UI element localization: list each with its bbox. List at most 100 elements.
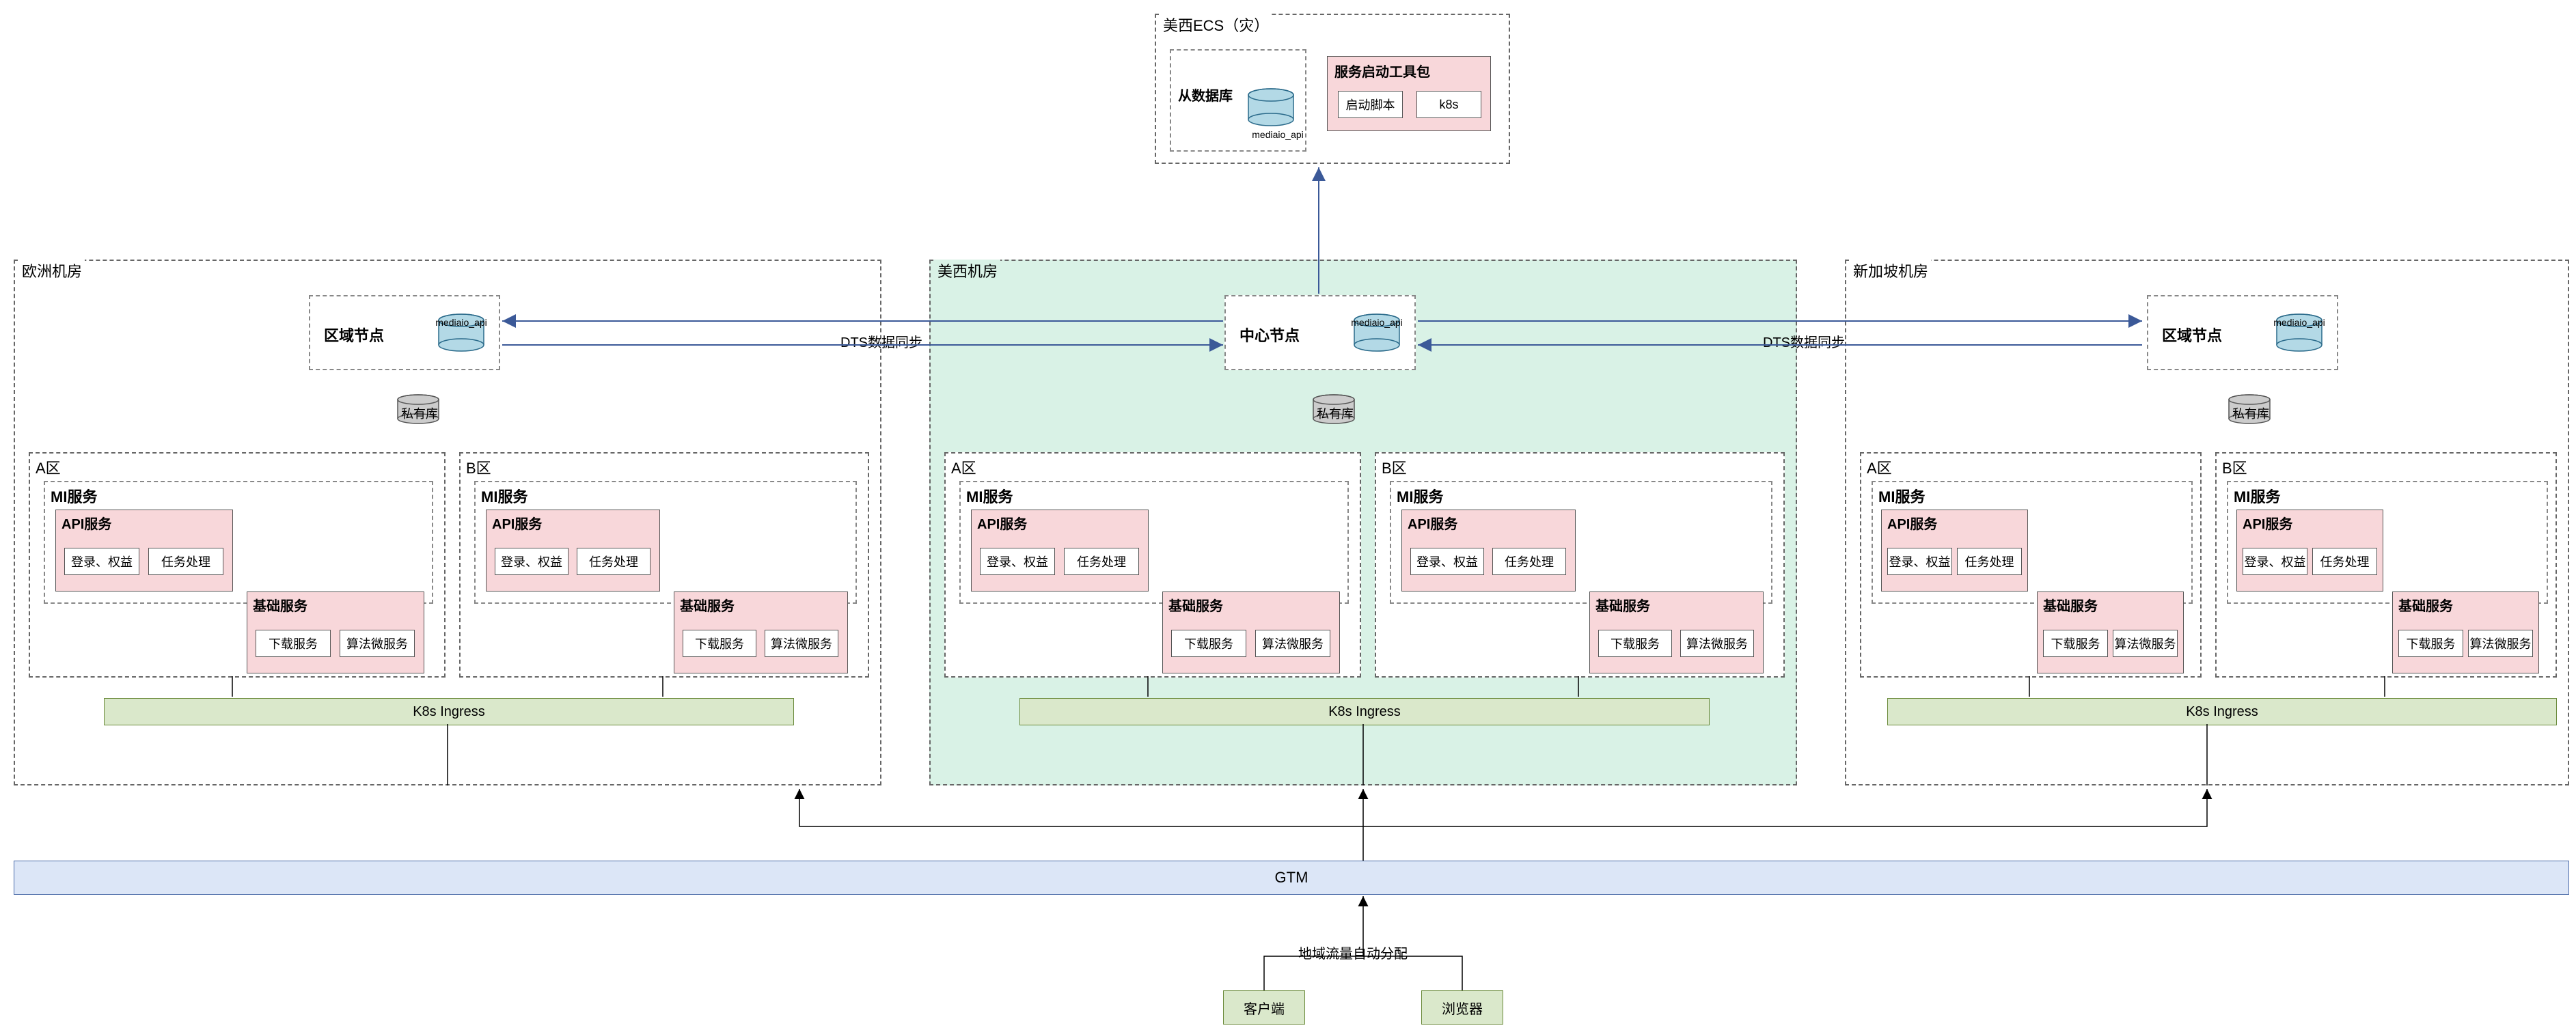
eu-a-api-title: API服务 (61, 513, 111, 533)
eu-a-api-0: 登录、权益 (64, 548, 139, 575)
client-app: 客户端 (1223, 990, 1305, 1025)
eu-node: 区域节点 mediaio_api (309, 295, 500, 370)
uswest-zone-b-label: B区 (1382, 456, 1407, 478)
dts-label-left: DTS数据同步 (840, 331, 922, 351)
eu-b-api-1: 任务处理 (577, 548, 650, 575)
slave-db-label: 从数据库 (1178, 85, 1233, 105)
sg-b-base-1: 算法微服务 (2468, 630, 2533, 657)
uswest-b-api-1: 任务处理 (1492, 548, 1566, 575)
region-eu: 欧洲机房 区域节点 mediaio_api 私有库 A区 MI服务 API服务 … (14, 260, 881, 785)
eu-a-api-1: 任务处理 (148, 548, 223, 575)
sg-zone-b: B区 MI服务 API服务 登录、权益 任务处理 基础服务 下载服务 算法微服务 (2215, 452, 2557, 678)
toolkit-item-0: 启动脚本 (1338, 91, 1403, 118)
uswest-b-base-0: 下载服务 (1598, 630, 1672, 657)
uswest-a-base-0: 下载服务 (1171, 630, 1246, 657)
sg-repo-label: 私有库 (2232, 404, 2269, 422)
uswest-a-base-1: 算法微服务 (1255, 630, 1330, 657)
uswest-b-base: 基础服务 下载服务 算法微服务 (1589, 591, 1764, 673)
eu-b-base: 基础服务 下载服务 算法微服务 (674, 591, 848, 673)
region-sg: 新加坡机房 区域节点 mediaio_api 私有库 A区 MI服务 API服务… (1845, 260, 2569, 785)
sg-zone-a-label: A区 (1867, 456, 1892, 478)
eu-a-base-title: 基础服务 (253, 595, 307, 615)
eu-zone-a-label: A区 (36, 456, 61, 478)
sg-b-base-0: 下载服务 (2398, 630, 2463, 657)
dts-label-right: DTS数据同步 (1763, 331, 1845, 351)
sg-a-api: API服务 登录、权益 任务处理 (1881, 510, 2028, 591)
uswest-b-base-title: 基础服务 (1595, 595, 1650, 615)
eu-node-title: 区域节点 (324, 324, 384, 346)
region-uswest: 美西机房 中心节点 mediaio_api 私有库 A区 MI服务 API服务 … (929, 260, 1797, 785)
uswest-node-title: 中心节点 (1239, 324, 1300, 346)
sg-b-api: API服务 登录、权益 任务处理 (2236, 510, 2383, 591)
toolkit-item-1: k8s (1416, 91, 1481, 118)
uswest-a-mi-label: MI服务 (966, 485, 1013, 507)
uswest-a-api-1: 任务处理 (1064, 548, 1139, 575)
sg-a-mi-label: MI服务 (1878, 485, 1925, 507)
region-uswest-title: 美西机房 (935, 260, 1000, 281)
eu-a-mi-label: MI服务 (51, 485, 97, 507)
uswest-zone-a-label: A区 (951, 456, 976, 478)
uswest-a-api: API服务 登录、权益 任务处理 (971, 510, 1149, 591)
sg-b-mi: MI服务 API服务 登录、权益 任务处理 基础服务 下载服务 算法微服务 (2227, 481, 2548, 604)
eu-a-base-0: 下载服务 (256, 630, 331, 657)
uswest-a-mi: MI服务 API服务 登录、权益 任务处理 基础服务 下载服务 算法微服务 (959, 481, 1349, 604)
eu-b-base-0: 下载服务 (683, 630, 756, 657)
sg-a-base-0: 下载服务 (2043, 630, 2108, 657)
uswest-a-base-title: 基础服务 (1168, 595, 1223, 615)
sg-b-base-title: 基础服务 (2398, 595, 2453, 615)
sg-a-base-title: 基础服务 (2043, 595, 2098, 615)
uswest-a-base: 基础服务 下载服务 算法微服务 (1162, 591, 1340, 673)
uswest-a-api-0: 登录、权益 (980, 548, 1055, 575)
sg-zone-b-label: B区 (2222, 456, 2247, 478)
eu-b-base-title: 基础服务 (680, 595, 735, 615)
eu-a-base: 基础服务 下载服务 算法微服务 (247, 591, 424, 673)
sg-b-api-1: 任务处理 (2312, 548, 2377, 575)
sg-a-api-title: API服务 (1887, 513, 1937, 533)
geo-label: 地域流量自动分配 (1298, 943, 1408, 962)
eu-zone-b-label: B区 (466, 456, 491, 478)
sg-b-mi-label: MI服务 (2234, 485, 2280, 507)
uswest-b-base-1: 算法微服务 (1680, 630, 1754, 657)
uswest-b-api-title: API服务 (1408, 513, 1457, 533)
eu-db-name: mediaio_api (430, 317, 492, 328)
sg-zone-a: A区 MI服务 API服务 登录、权益 任务处理 基础服务 下载服务 算法微服务 (1860, 452, 2202, 678)
uswest-b-mi-label: MI服务 (1397, 485, 1443, 507)
sg-b-api-title: API服务 (2243, 513, 2292, 533)
eu-b-base-1: 算法微服务 (765, 630, 838, 657)
eu-ingress: K8s Ingress (104, 698, 794, 725)
uswest-ingress: K8s Ingress (1019, 698, 1710, 725)
eu-zone-a: A区 MI服务 API服务 登录、权益 任务处理 基础服务 下载服务 算法微服务 (29, 452, 446, 678)
sg-node: 区域节点 mediaio_api (2147, 295, 2338, 370)
uswest-node: 中心节点 mediaio_api (1224, 295, 1416, 370)
slave-db-name: mediaio_api (1247, 129, 1308, 140)
dr-title: 美西ECS（灾） (1160, 14, 1272, 36)
eu-b-api-0: 登录、权益 (495, 548, 568, 575)
eu-b-mi: MI服务 API服务 登录、权益 任务处理 基础服务 下载服务 算法微服务 (474, 481, 857, 604)
eu-b-api-title: API服务 (492, 513, 542, 533)
sg-db-name: mediaio_api (2269, 317, 2330, 328)
sg-a-mi: MI服务 API服务 登录、权益 任务处理 基础服务 下载服务 算法微服务 (1872, 481, 2193, 604)
eu-a-api: API服务 登录、权益 任务处理 (55, 510, 233, 591)
eu-repo-label: 私有库 (401, 404, 438, 422)
uswest-b-api-0: 登录、权益 (1410, 548, 1484, 575)
sg-a-api-0: 登录、权益 (1887, 548, 1952, 575)
uswest-repo-label: 私有库 (1317, 404, 1354, 422)
sg-ingress: K8s Ingress (1887, 698, 2557, 725)
eu-a-mi: MI服务 API服务 登录、权益 任务处理 基础服务 下载服务 算法微服务 (44, 481, 433, 604)
uswest-zone-a: A区 MI服务 API服务 登录、权益 任务处理 基础服务 下载服务 算法微服务 (944, 452, 1361, 678)
sg-a-base: 基础服务 下载服务 算法微服务 (2037, 591, 2184, 673)
sg-b-base: 基础服务 下载服务 算法微服务 (2392, 591, 2539, 673)
region-eu-title: 欧洲机房 (19, 260, 85, 281)
uswest-b-mi: MI服务 API服务 登录、权益 任务处理 基础服务 下载服务 算法微服务 (1390, 481, 1772, 604)
slave-db-icon (1247, 88, 1295, 126)
eu-b-mi-label: MI服务 (481, 485, 527, 507)
uswest-db-name: mediaio_api (1346, 317, 1408, 328)
sg-node-title: 区域节点 (2162, 324, 2222, 346)
sg-a-api-1: 任务处理 (1957, 548, 2022, 575)
uswest-zone-b: B区 MI服务 API服务 登录、权益 任务处理 基础服务 下载服务 算法微服务 (1375, 452, 1785, 678)
client-browser: 浏览器 (1421, 990, 1503, 1025)
toolkit-title: 服务启动工具包 (1334, 61, 1430, 81)
eu-zone-b: B区 MI服务 API服务 登录、权益 任务处理 基础服务 下载服务 算法微服务 (459, 452, 869, 678)
sg-b-api-0: 登录、权益 (2243, 548, 2307, 575)
uswest-b-api: API服务 登录、权益 任务处理 (1401, 510, 1576, 591)
